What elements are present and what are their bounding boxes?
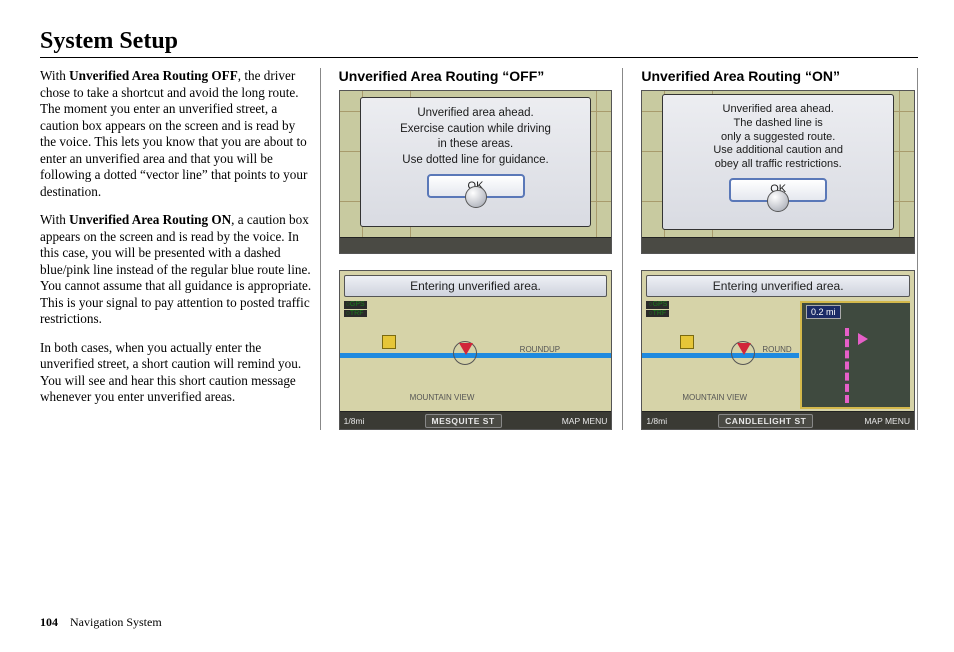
distance-badge: 0.2 mi xyxy=(806,305,841,319)
vehicle-pointer-icon xyxy=(737,343,751,355)
on-caution-line-1: The dashed line is xyxy=(671,117,885,131)
warning-marker-icon xyxy=(382,335,396,349)
on-caution-line-4: obey all traffic restrictions. xyxy=(671,158,885,172)
off-caution-screenshot: Unverified area ahead. Exercise caution … xyxy=(339,90,613,254)
ok-button[interactable]: OK xyxy=(427,174,525,198)
off-caution-line-0: Unverified area ahead. xyxy=(369,106,583,122)
gps-indicator: ○GPS xyxy=(344,301,367,309)
off-map-footer: 1/8mi MESQUITE ST MAP MENU xyxy=(340,411,612,429)
turn-arrow-icon xyxy=(858,333,868,345)
on-caution-screenshot: Unverified area ahead. The dashed line i… xyxy=(641,90,915,254)
off-column: Unverified Area Routing “OFF” Unverified… xyxy=(339,68,624,430)
map-menu-button[interactable]: MAP MENU xyxy=(562,416,608,426)
paragraph-on: With Unverified Area Routing ON, a cauti… xyxy=(40,212,314,328)
street-name: MESQUITE ST xyxy=(425,414,502,428)
off-caution-line-1: Exercise caution while driving xyxy=(369,122,583,138)
turn-preview-panel: 0.2 mi xyxy=(800,301,910,409)
p1-rest: , the driver chose to take a shortcut an… xyxy=(40,68,307,199)
paragraph-both: In both cases, when you actually enter t… xyxy=(40,340,314,406)
vehicle-pointer-icon xyxy=(459,343,473,355)
road-label-roundup: ROUNDUP xyxy=(520,345,560,354)
warning-marker-icon xyxy=(680,335,694,349)
on-caution-line-0: Unverified area ahead. xyxy=(671,103,885,117)
off-caution-line-3: Use dotted line for guidance. xyxy=(369,153,583,169)
traffic-indicator: ○TRF xyxy=(646,310,669,318)
off-heading: Unverified Area Routing “OFF” xyxy=(339,68,613,84)
traffic-indicator: ○TRF xyxy=(344,310,367,318)
map-menu-button[interactable]: MAP MENU xyxy=(864,416,910,426)
off-banner: Entering unverified area. xyxy=(344,275,608,297)
page-title: System Setup xyxy=(40,28,918,58)
on-heading: Unverified Area Routing “ON” xyxy=(641,68,915,84)
dashed-route-icon xyxy=(845,328,850,403)
road-label-roundup: ROUND xyxy=(762,345,791,354)
gps-indicator: ○GPS xyxy=(646,301,669,309)
p1-lead: With xyxy=(40,68,69,83)
off-caution-footer xyxy=(340,237,612,253)
p2-rest: , a caution box appears on the screen an… xyxy=(40,212,311,326)
street-name: CANDLELIGHT ST xyxy=(718,414,813,428)
on-caution-line-3: Use additional caution and xyxy=(671,144,885,158)
page-footer: 104 Navigation System xyxy=(40,615,162,630)
scale-label: 1/8mi xyxy=(344,416,365,426)
on-caution-line-2: only a suggested route. xyxy=(671,131,885,145)
content-columns: With Unverified Area Routing OFF, the dr… xyxy=(40,68,918,430)
on-map-footer: 1/8mi CANDLELIGHT ST MAP MENU xyxy=(642,411,914,429)
gps-badges: ○GPS ○TRF xyxy=(344,301,367,318)
p2-bold: Unverified Area Routing ON xyxy=(69,212,231,227)
on-caution-panel: Unverified area ahead. The dashed line i… xyxy=(662,94,894,230)
dial-knob-icon xyxy=(465,186,487,208)
off-caution-line-2: in these areas. xyxy=(369,137,583,153)
page-number: 104 xyxy=(40,615,58,629)
on-caution-footer xyxy=(642,237,914,253)
on-column: Unverified Area Routing “ON” Unverified … xyxy=(641,68,915,430)
paragraph-off: With Unverified Area Routing OFF, the dr… xyxy=(40,68,314,200)
on-banner: Entering unverified area. xyxy=(646,275,910,297)
gps-badges: ○GPS ○TRF xyxy=(646,301,669,318)
footer-label: Navigation System xyxy=(70,615,162,629)
ok-button[interactable]: OK xyxy=(729,178,827,202)
on-entering-screenshot: Entering unverified area. ○GPS ○TRF ROUN… xyxy=(641,270,915,430)
p1-bold: Unverified Area Routing OFF xyxy=(69,68,238,83)
road-label-mview: MOUNTAIN VIEW xyxy=(410,393,475,402)
text-column: With Unverified Area Routing OFF, the dr… xyxy=(40,68,321,430)
dial-knob-icon xyxy=(767,190,789,212)
scale-label: 1/8mi xyxy=(646,416,667,426)
off-caution-panel: Unverified area ahead. Exercise caution … xyxy=(360,97,592,227)
off-entering-screenshot: Entering unverified area. ○GPS ○TRF ROUN… xyxy=(339,270,613,430)
road-label-mview: MOUNTAIN VIEW xyxy=(682,393,747,402)
p2-lead: With xyxy=(40,212,69,227)
